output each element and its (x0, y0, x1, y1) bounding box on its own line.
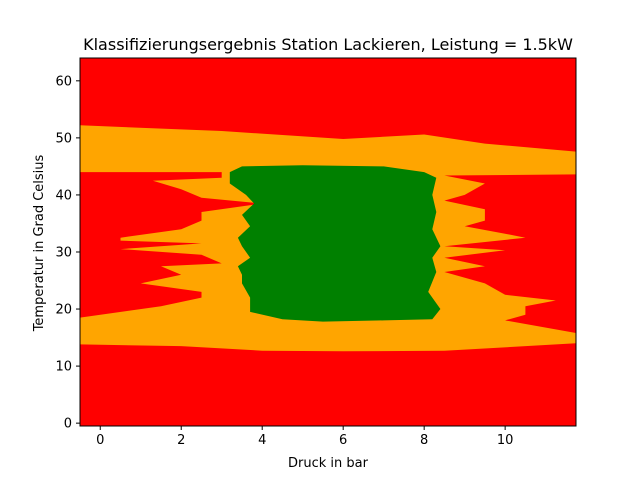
x-tick-label: 0 (96, 433, 104, 448)
y-tick-label: 40 (55, 188, 72, 203)
chart-title: Klassifizierungsergebnis Station Lackier… (83, 35, 573, 54)
y-axis-label: Temperatur in Grad Celsius (32, 154, 47, 332)
plot-frame (79, 57, 577, 427)
x-tick-label: 2 (177, 433, 185, 448)
x-axis-label: Druck in bar (288, 456, 369, 471)
y-tick-label: 30 (55, 245, 72, 260)
x-tick-label: 4 (258, 433, 266, 448)
x-tick-label: 6 (339, 433, 347, 448)
y-tick-label: 20 (55, 303, 72, 318)
y-tick-label: 0 (64, 417, 72, 432)
y-tick-label: 50 (55, 131, 72, 146)
x-tick-label: 10 (497, 433, 514, 448)
region-green (229, 165, 441, 322)
y-tick-label: 10 (55, 360, 72, 375)
x-tick-label: 8 (420, 433, 428, 448)
y-tick-label: 60 (55, 74, 72, 89)
